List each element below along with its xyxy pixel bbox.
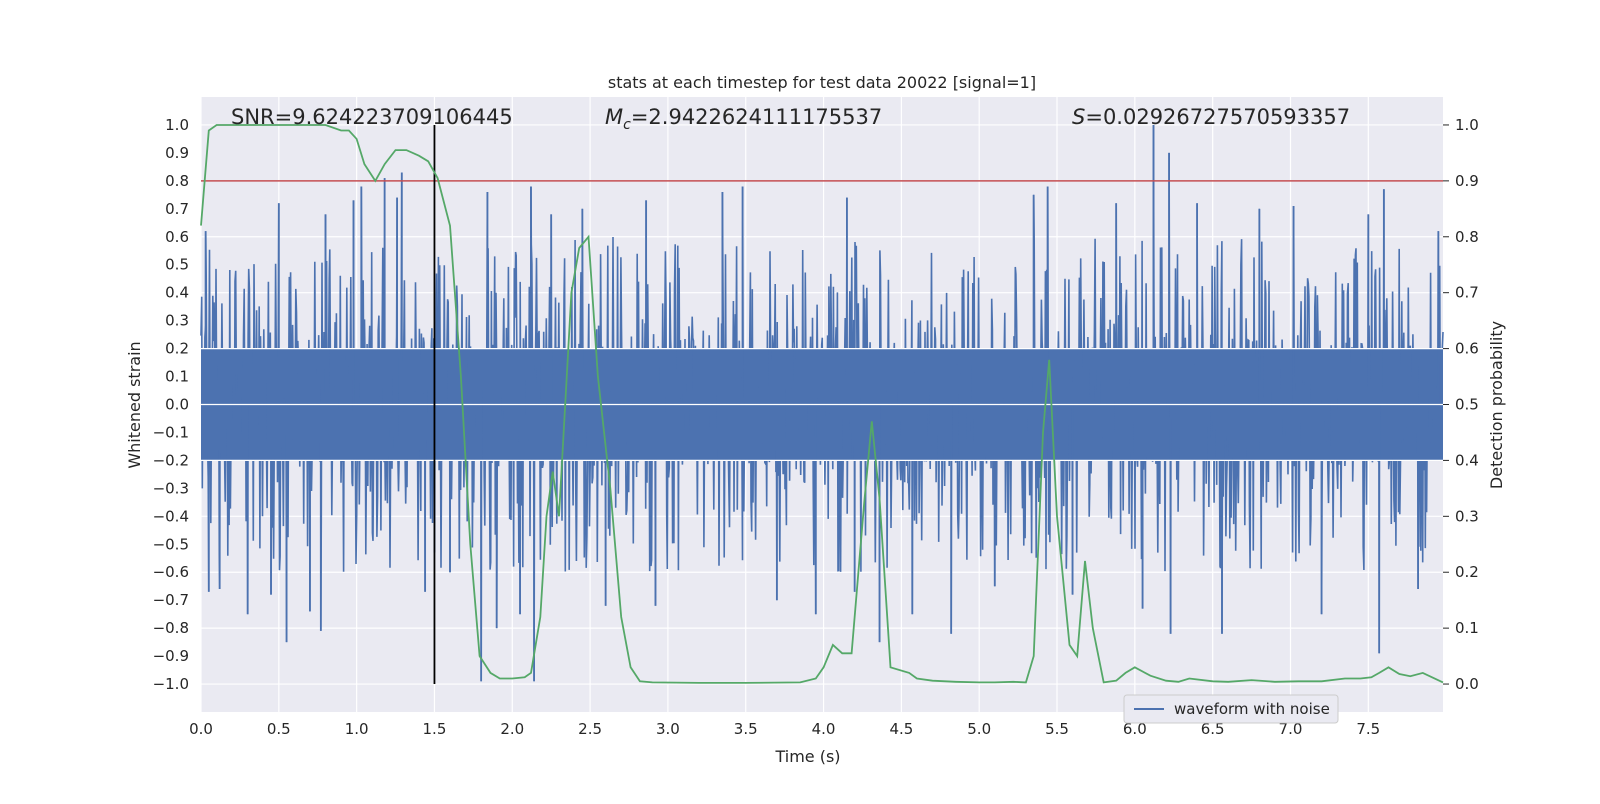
x-tick-labels: 0.0 0.5 1.0 1.5 2.0 2.5 3.0 3.5 4.0 4.5 5.0 5.5 6.0 6… [189, 720, 1380, 738]
detection-probability-line [200, 124, 1444, 684]
x-tick-label: 1.5 [423, 720, 447, 738]
x-tick-label: 7.5 [1356, 720, 1380, 738]
y-right-tick-label: 0.2 [1455, 563, 1479, 581]
legend: waveform with noise [1123, 694, 1339, 724]
y-left-tick-label: −0.2 [153, 451, 189, 469]
y-left-tick-label: −0.5 [153, 535, 189, 553]
chart-title: stats at each timestep for test data 200… [608, 73, 1036, 92]
y-left-tick-labels: 1.0 0.9 0.8 0.7 0.6 0.5 0.4 0.3 0.2 0.1 0.0 −0.1 −0.… [153, 116, 189, 693]
x-tick-label: 7.0 [1279, 720, 1303, 738]
x-tick-label: 5.0 [967, 720, 991, 738]
y-left-tick-label: −0.7 [153, 591, 189, 609]
y-left-tick-label: −0.3 [153, 479, 189, 497]
y-left-tick-label: 0.3 [165, 312, 189, 330]
y-left-tick-label: −0.9 [153, 647, 189, 665]
x-tick-label: 2.5 [578, 720, 602, 738]
y-axis-label-right: Detection probability [1487, 321, 1506, 489]
chirp-mass-symbol: M [605, 105, 623, 129]
y-left-tick-label: 1.0 [165, 116, 189, 134]
y-right-tick-label: 0.9 [1455, 172, 1479, 190]
y-right-tick-label: 0.8 [1455, 228, 1479, 246]
x-tick-label: 2.0 [500, 720, 524, 738]
chirp-mass-subscript: c [623, 117, 631, 133]
chirp-mass-value: =2.9422624111175537 [631, 105, 882, 129]
y-right-tick-labels: 1.0 0.9 0.8 0.7 0.6 0.5 0.4 0.3 0.2 0.1 0.0 [1443, 116, 1479, 693]
waveform-series [200, 124, 1444, 682]
y-right-tick-label: 0.1 [1455, 619, 1479, 637]
s-annotation: S=0.02926727570593357 [1072, 105, 1350, 129]
y-left-tick-label: 0.7 [165, 200, 189, 218]
y-left-tick-label: 0.2 [165, 340, 189, 358]
s-value: =0.02926727570593357 [1085, 105, 1350, 129]
x-tick-label: 3.0 [656, 720, 680, 738]
y-right-tick-label: 0.0 [1455, 675, 1479, 693]
x-tick-label: 4.5 [889, 720, 913, 738]
snr-annotation: SNR=9.624223709106445 [231, 105, 513, 129]
x-tick-label: 0.5 [267, 720, 291, 738]
x-tick-label: 5.5 [1045, 720, 1069, 738]
x-tick-label: 6.0 [1123, 720, 1147, 738]
y-left-tick-label: 0.4 [165, 284, 189, 302]
y-axis-label-left: Whitened strain [125, 341, 144, 468]
y-left-tick-label: 0.6 [165, 228, 189, 246]
y-left-tick-label: 0.1 [165, 368, 189, 386]
y-right-tick-label: 1.0 [1455, 116, 1479, 134]
x-tick-label: 1.0 [345, 720, 369, 738]
y-left-tick-label: 0.8 [165, 172, 189, 190]
x-tick-label: 6.5 [1201, 720, 1225, 738]
y-right-tick-label: 0.7 [1455, 284, 1479, 302]
y-left-tick-label: −0.4 [153, 507, 189, 525]
y-left-tick-label: −0.1 [153, 423, 189, 441]
y-left-tick-label: 0.5 [165, 256, 189, 274]
x-axis-label: Time (s) [774, 747, 840, 766]
y-right-tick-label: 0.5 [1455, 396, 1479, 414]
y-right-tick-label: 0.4 [1455, 451, 1479, 469]
y-left-tick-label: 0.9 [165, 144, 189, 162]
overlay-lines [201, 124, 1443, 685]
legend-box [1123, 694, 1339, 724]
y-left-tick-label: −1.0 [153, 675, 189, 693]
probability-series [200, 124, 1444, 684]
y-right-tick-label: 0.3 [1455, 507, 1479, 525]
chirp-mass-annotation: Mc=2.9422624111175537 [605, 105, 882, 133]
x-tick-label: 4.0 [812, 720, 836, 738]
y-left-tick-label: −0.6 [153, 563, 189, 581]
legend-label-waveform: waveform with noise [1174, 700, 1330, 718]
x-tick-label: 3.5 [734, 720, 758, 738]
y-left-tick-label: 0.0 [165, 396, 189, 414]
y-right-tick-label: 0.6 [1455, 340, 1479, 358]
y-left-tick-label: −0.8 [153, 619, 189, 637]
waveform-line [200, 124, 1444, 682]
s-symbol: S [1072, 105, 1085, 129]
x-tick-label: 0.0 [189, 720, 213, 738]
